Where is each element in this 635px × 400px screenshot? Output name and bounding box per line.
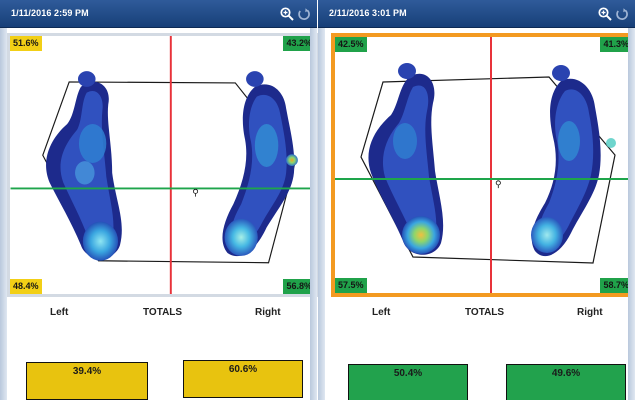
right-total-value: 49.6% — [551, 368, 581, 379]
quadrant-rear-left: 57.5% — [335, 278, 367, 293]
panel-frame-right — [628, 28, 635, 400]
zoom-in-icon[interactable] — [279, 6, 295, 22]
pressure-panel-2[interactable]: 2/11/2016 3:01 PM — [318, 0, 635, 400]
totals-right-label: Right — [577, 307, 603, 318]
pressure-map-canvas: ⚲ — [10, 36, 315, 294]
quadrant-rear-left: 48.4% — [10, 279, 42, 294]
panel-title-bar: 1/11/2016 2:59 PM — [0, 0, 317, 28]
right-total-value: 60.6% — [228, 364, 258, 375]
right-total-bar: 60.6% — [183, 360, 303, 398]
totals-title: TOTALS — [465, 307, 505, 318]
quadrant-front-left: 42.5% — [335, 37, 367, 52]
totals-title: TOTALS — [143, 307, 183, 318]
panel-title-bar: 2/11/2016 3:01 PM — [318, 0, 635, 28]
contact-outline — [42, 81, 297, 264]
right-total-bar: 49.6% — [506, 364, 626, 400]
panel-frame-left — [0, 28, 7, 400]
session-timestamp: 2/11/2016 3:01 PM — [329, 8, 407, 18]
zoom-in-icon[interactable] — [597, 6, 613, 22]
quadrant-rear-right: 56.8% — [283, 279, 315, 294]
pressure-map-canvas: ⚲ — [335, 37, 632, 293]
center-of-pressure-marker: ⚲ — [192, 187, 198, 197]
totals-right-label: Right — [255, 307, 281, 318]
left-total-value: 39.4% — [72, 366, 102, 377]
quadrant-rear-right: 58.7% — [600, 278, 632, 293]
foot-pressure-map[interactable]: ⚲ 42.5% 41.3% 57.5% 58.7% — [331, 33, 635, 297]
left-total-bar: 39.4% — [26, 362, 148, 400]
panel-frame-left — [318, 28, 325, 400]
totals-left-label: Left — [50, 307, 69, 318]
foot-pressure-map[interactable]: ⚲ 51.6% 43.2% 48.4% 56.8% — [7, 33, 318, 297]
center-of-pressure-marker: ⚲ — [495, 179, 502, 189]
left-total-value: 50.4% — [393, 368, 423, 379]
panel-frame-right — [310, 28, 317, 400]
contact-outline — [360, 76, 616, 264]
refresh-icon[interactable] — [296, 6, 312, 22]
refresh-icon[interactable] — [614, 6, 630, 22]
left-total-bar: 50.4% — [348, 364, 468, 400]
pressure-panel-1[interactable]: 1/11/2016 2:59 PM — [0, 0, 318, 400]
quadrant-front-right: 43.2% — [283, 36, 315, 51]
quadrant-front-left: 51.6% — [10, 36, 42, 51]
quadrant-front-right: 41.3% — [600, 37, 632, 52]
session-timestamp: 1/11/2016 2:59 PM — [11, 8, 89, 18]
totals-left-label: Left — [372, 307, 391, 318]
